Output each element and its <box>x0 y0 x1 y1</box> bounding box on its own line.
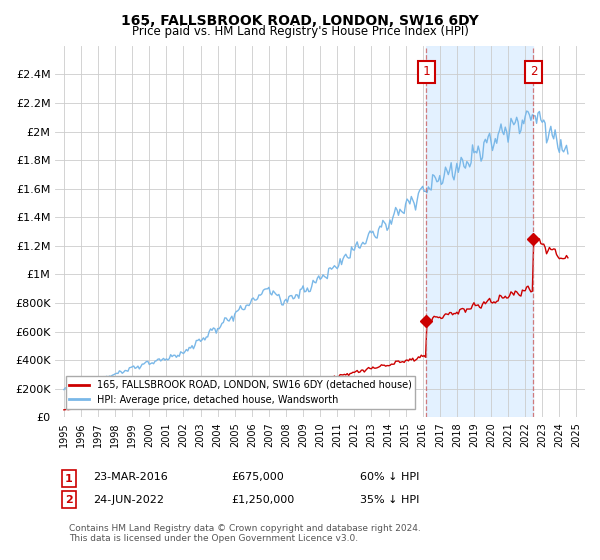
Text: 2: 2 <box>530 66 537 78</box>
Text: Contains HM Land Registry data © Crown copyright and database right 2024.
This d: Contains HM Land Registry data © Crown c… <box>69 524 421 543</box>
Text: 23-MAR-2016: 23-MAR-2016 <box>93 472 168 482</box>
Text: 165, FALLSBROOK ROAD, LONDON, SW16 6DY: 165, FALLSBROOK ROAD, LONDON, SW16 6DY <box>121 14 479 28</box>
Text: 60% ↓ HPI: 60% ↓ HPI <box>360 472 419 482</box>
Text: 1: 1 <box>65 474 73 484</box>
Text: 2: 2 <box>65 494 73 505</box>
Text: 24-JUN-2022: 24-JUN-2022 <box>93 494 164 505</box>
Text: £675,000: £675,000 <box>231 472 284 482</box>
Legend: 165, FALLSBROOK ROAD, LONDON, SW16 6DY (detached house), HPI: Average price, det: 165, FALLSBROOK ROAD, LONDON, SW16 6DY (… <box>65 376 415 409</box>
Text: 35% ↓ HPI: 35% ↓ HPI <box>360 494 419 505</box>
Text: Price paid vs. HM Land Registry's House Price Index (HPI): Price paid vs. HM Land Registry's House … <box>131 25 469 38</box>
Text: 1: 1 <box>423 66 430 78</box>
Text: £1,250,000: £1,250,000 <box>231 494 294 505</box>
Bar <box>427 46 533 417</box>
